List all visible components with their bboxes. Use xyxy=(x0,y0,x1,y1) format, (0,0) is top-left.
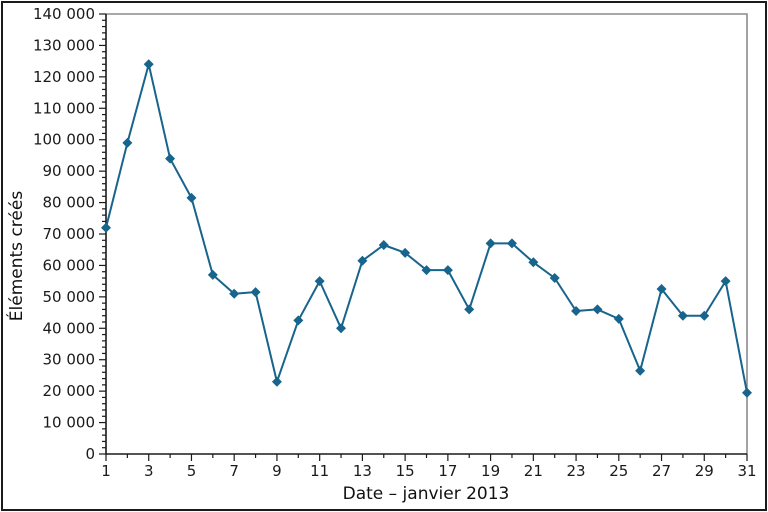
svg-text:1: 1 xyxy=(101,462,111,480)
svg-text:50 000: 50 000 xyxy=(43,288,96,306)
svg-text:29: 29 xyxy=(695,462,714,480)
y-axis-title: Éléments créés xyxy=(7,190,27,322)
svg-text:5: 5 xyxy=(187,462,197,480)
svg-text:17: 17 xyxy=(438,462,457,480)
svg-text:13: 13 xyxy=(353,462,372,480)
svg-text:120 000: 120 000 xyxy=(33,68,95,86)
data-markers xyxy=(101,59,752,398)
svg-text:130 000: 130 000 xyxy=(33,36,95,54)
plot-frame xyxy=(106,13,748,454)
svg-text:19: 19 xyxy=(481,462,500,480)
svg-text:27: 27 xyxy=(652,462,671,480)
svg-text:30 000: 30 000 xyxy=(43,351,96,369)
svg-text:110 000: 110 000 xyxy=(33,99,95,117)
svg-text:15: 15 xyxy=(396,462,415,480)
svg-text:25: 25 xyxy=(609,462,628,480)
svg-text:7: 7 xyxy=(229,462,239,480)
svg-text:9: 9 xyxy=(272,462,282,480)
svg-text:23: 23 xyxy=(567,462,586,480)
svg-text:21: 21 xyxy=(524,462,543,480)
svg-text:0: 0 xyxy=(85,445,95,463)
svg-text:140 000: 140 000 xyxy=(33,5,95,23)
tick-labels: 0 10 000 20 000 30 000 40 000 50 000 60 000 70 … xyxy=(33,5,757,480)
svg-text:3: 3 xyxy=(144,462,154,480)
svg-text:90 000: 90 000 xyxy=(43,162,96,180)
svg-text:60 000: 60 000 xyxy=(43,256,96,274)
data-line xyxy=(105,63,748,393)
svg-text:80 000: 80 000 xyxy=(43,194,96,212)
svg-text:100 000: 100 000 xyxy=(33,131,95,149)
svg-text:20 000: 20 000 xyxy=(43,382,96,400)
svg-text:31: 31 xyxy=(737,462,756,480)
svg-text:40 000: 40 000 xyxy=(43,319,96,337)
svg-text:11: 11 xyxy=(310,462,329,480)
tick-marks xyxy=(99,13,748,461)
svg-text:10 000: 10 000 xyxy=(43,414,96,432)
x-axis-title: Date – janvier 2013 xyxy=(342,484,510,504)
svg-text:70 000: 70 000 xyxy=(43,225,96,243)
